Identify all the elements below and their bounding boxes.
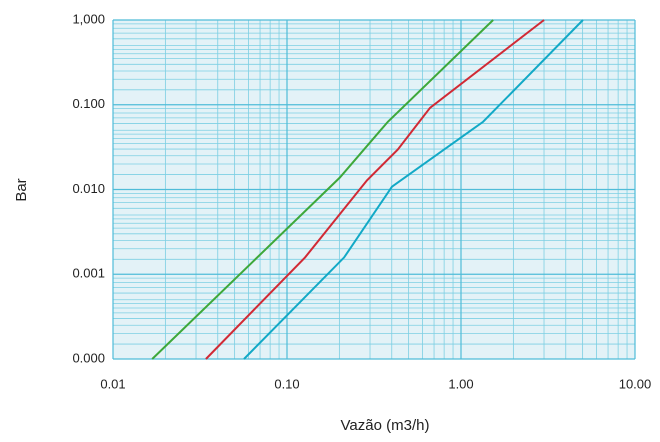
y-tick-label: 0.100: [72, 96, 105, 111]
x-tick-label: 0.01: [100, 376, 125, 391]
y-tick-label: 0.001: [72, 266, 105, 281]
labels: 0.01 0.10 1.00 10.00 0.000 0.001 0.010 0.100 1,0…: [72, 11, 651, 391]
x-tick-label: 0.10: [274, 376, 299, 391]
lines: [151, 19, 584, 360]
y-tick-label: 0.010: [72, 181, 105, 196]
y-tick-label: 0.000: [72, 350, 105, 365]
series-line: [151, 19, 494, 360]
x-tick-label: 1.00: [448, 376, 473, 391]
y-axis-title: Bar: [13, 178, 30, 201]
series-line: [205, 19, 545, 360]
series-line: [243, 19, 584, 360]
x-axis-title: Vazão (m3/h): [341, 417, 430, 434]
grid: [112, 19, 636, 360]
y-tick-label: 1,000: [72, 11, 105, 26]
x-tick-label: 10.00: [619, 376, 652, 391]
